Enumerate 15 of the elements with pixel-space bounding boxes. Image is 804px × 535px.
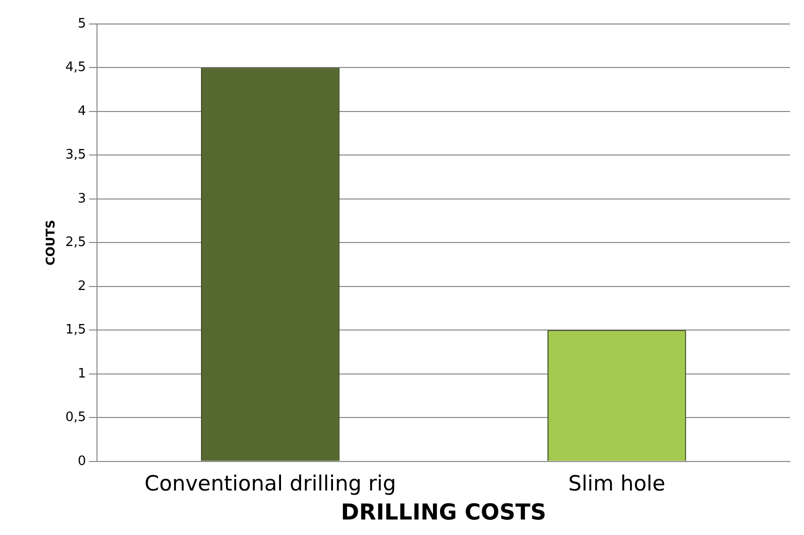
y-tick-label: 1 xyxy=(78,366,86,382)
x-tick-label: Slim hole xyxy=(568,471,666,496)
y-tick-label: 3 xyxy=(78,191,86,206)
y-tick-label: 0 xyxy=(78,454,86,469)
y-tick-label: 2 xyxy=(78,278,86,294)
y-tick-label: 2,5 xyxy=(65,235,86,250)
y-tick-label: 3,5 xyxy=(65,148,86,163)
y-tick-label: 0,5 xyxy=(65,410,86,426)
x-axis-title: DRILLING COSTS xyxy=(340,500,546,526)
x-tick-label: Conventional drilling rig xyxy=(144,471,396,496)
y-tick-label: 4,5 xyxy=(65,60,86,76)
y-tick-label: 5 xyxy=(78,16,86,32)
y-tick-label: 4 xyxy=(78,104,86,119)
y-axis-title: COUTS xyxy=(43,220,58,266)
y-tick-label: 1,5 xyxy=(65,322,86,338)
